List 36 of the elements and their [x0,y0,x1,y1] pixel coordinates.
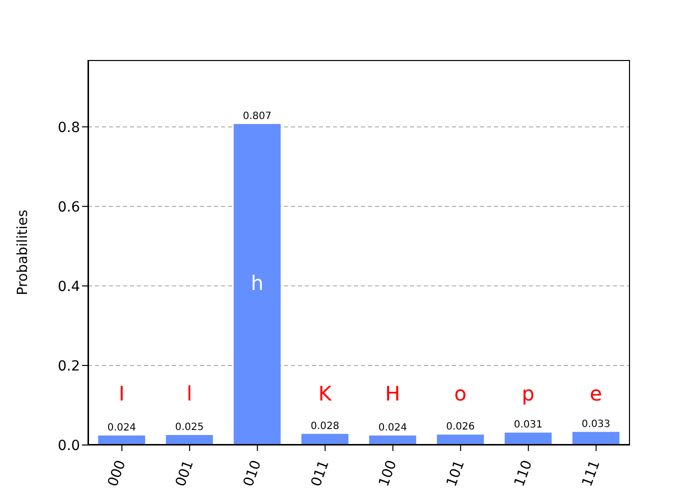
bar [301,434,348,445]
y-tick-label: 0.8 [58,120,80,136]
x-tick-label: 000 [105,458,130,489]
data-label: 0.031 [514,420,542,431]
y-tick-label: 0.0 [58,438,80,454]
data-label: 0.028 [310,420,340,432]
data-label: 0.033 [582,418,610,430]
data-label: 0.807 [242,111,272,122]
x-tick-label: 111 [579,458,604,489]
bar [572,432,620,445]
data-label: 0.024 [107,422,136,434]
y-tick-label: 0.4 [58,278,80,295]
x-tick-label: 010 [240,458,265,489]
bar [504,432,552,445]
bar [166,435,213,445]
x-tick-label: 101 [444,458,468,489]
y-tick-label: 0.6 [58,199,80,216]
annotation: h [250,270,264,295]
x-tick-label: 001 [172,458,197,489]
annotation: l [186,381,192,406]
bar [436,434,484,445]
data-label: 0.025 [175,422,204,434]
y-tick-label: 0.2 [58,358,80,374]
annotation: o [454,381,467,406]
annotation: K [318,381,332,406]
data-label: 0.024 [378,422,407,434]
data-label: 0.026 [446,422,475,433]
annotation: H [385,381,400,406]
annotation: e [590,381,602,406]
annotation: p [522,381,535,406]
bar [234,124,281,445]
x-tick-label: 011 [308,458,332,489]
x-tick-label: 100 [376,458,400,489]
annotation: I [118,381,125,406]
y-axis-title: Probabilities [14,210,31,296]
x-tick-label: 110 [512,458,536,489]
